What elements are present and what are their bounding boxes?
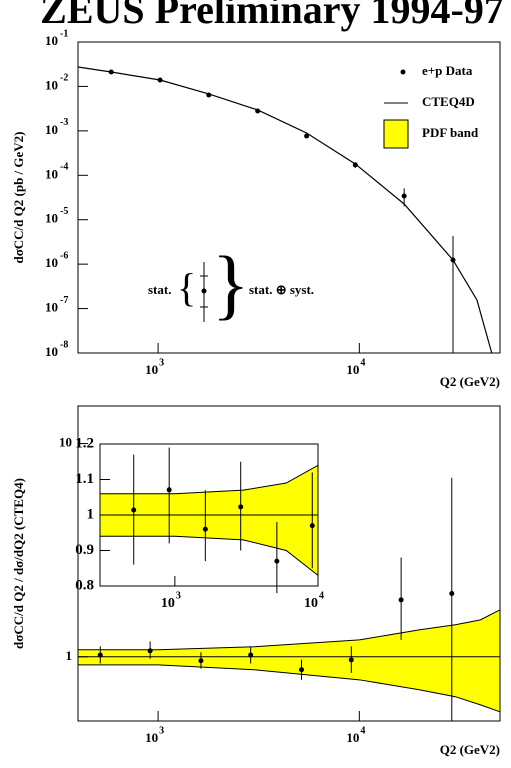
legend-label: CTEQ4D <box>422 94 475 109</box>
y-tick-exponent: -2 <box>60 73 68 84</box>
data-point <box>147 648 153 654</box>
y-tick-label: 10 <box>45 33 58 48</box>
y-tick-label: 10 <box>45 255 58 270</box>
y-axis-label: dσCC/d Q2 / dσ/dQ2 (CTEQ4) <box>11 478 26 649</box>
x-tick-label: 10 <box>161 596 175 611</box>
annotation: stat. ⊕ syst. <box>249 282 314 297</box>
y-tick-label: 0.8 <box>75 577 94 593</box>
chart-title: ZEUS Preliminary 1994-97 <box>40 0 504 32</box>
x-tick-label: 10 <box>346 730 359 745</box>
plot-frame <box>77 405 501 722</box>
data-point <box>198 658 204 664</box>
y-tick-exponent: -1 <box>60 28 68 39</box>
y-tick-label: 1.2 <box>75 435 94 451</box>
data-point <box>299 667 305 673</box>
y-tick-label: 0.9 <box>75 542 94 558</box>
y-tick-label: 1 <box>66 648 73 663</box>
data-point <box>274 558 280 564</box>
x-tick-exponent: 4 <box>319 590 324 601</box>
x-tick-exponent: 3 <box>159 725 164 736</box>
x-tick-label: 10 <box>304 596 318 611</box>
y-tick-exponent: -8 <box>60 339 68 350</box>
x-tick-label: 10 <box>145 362 158 377</box>
data-point <box>304 133 310 139</box>
data-point <box>131 507 137 513</box>
annotation: stat. <box>148 282 171 297</box>
brace: } <box>212 240 249 327</box>
y-tick-label: 10 <box>45 166 58 181</box>
x-tick-label: 10 <box>145 730 158 745</box>
data-point <box>248 652 254 658</box>
y-tick-label: 10 <box>45 77 58 92</box>
x-tick-exponent: 3 <box>159 357 164 368</box>
y-tick-exponent: -3 <box>60 117 68 128</box>
stat-illustration: stat. { } stat. ⊕ syst. <box>148 240 314 327</box>
x-tick-exponent: 3 <box>176 590 181 601</box>
theory-curve <box>77 66 493 354</box>
y-tick-label: 1.1 <box>75 471 94 487</box>
data-point <box>97 652 103 658</box>
data-point <box>238 504 244 510</box>
y-tick-exponent: -4 <box>60 162 68 173</box>
y-tick-label: 1 <box>87 506 95 522</box>
x-tick-exponent: 4 <box>360 357 365 368</box>
legend-label: e+p Data <box>422 63 473 78</box>
legend-label: PDF band <box>422 125 479 140</box>
x-axis-label: Q2 (GeV2) <box>440 742 500 757</box>
data-point <box>449 591 455 597</box>
legend-marker <box>400 69 406 75</box>
top-panel: 10 3 10 410 -110 -210 -310 -410 -510 -610 -710 -8Q2… <box>11 28 501 389</box>
y-tick-exponent: -5 <box>60 206 68 217</box>
plot-frame <box>77 41 501 354</box>
x-tick-label: 10 <box>346 362 359 377</box>
y-tick-label: 10 <box>45 344 58 359</box>
data-point <box>401 193 407 199</box>
y-axis-label: dσCC/d Q2 (pb / GeV2) <box>11 131 26 263</box>
x-axis-label: Q2 (GeV2) <box>440 374 500 389</box>
data-point <box>202 526 208 532</box>
y-tick-label: 10 <box>45 211 58 226</box>
legend-marker <box>383 119 409 149</box>
data-point <box>309 523 315 529</box>
y-tick-label: 10 <box>45 300 58 315</box>
y-tick-label: 10 <box>59 435 72 450</box>
data-point <box>166 487 172 493</box>
y-tick-label: 10 <box>45 122 58 137</box>
y-tick-exponent: -6 <box>60 250 68 261</box>
data-point <box>398 597 404 603</box>
x-tick-exponent: 4 <box>360 725 365 736</box>
brace: { <box>177 265 196 310</box>
demo-point <box>201 288 207 294</box>
y-tick-exponent: -7 <box>60 295 68 306</box>
data-point <box>348 657 354 663</box>
